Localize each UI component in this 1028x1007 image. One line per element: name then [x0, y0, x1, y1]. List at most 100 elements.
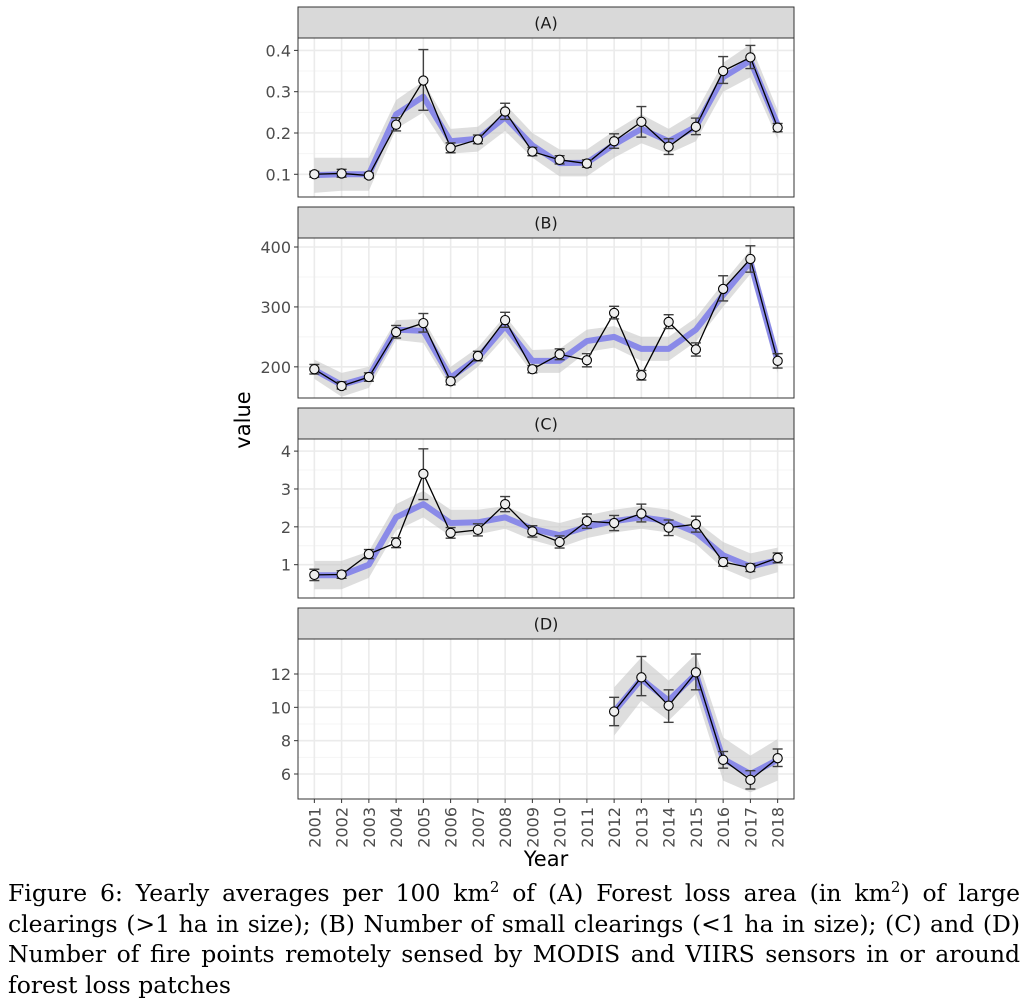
- data-point: [581, 355, 593, 366]
- data-point: [663, 141, 674, 152]
- x-tick-label: 2016: [714, 807, 733, 848]
- confidence-band: [314, 249, 778, 397]
- data-point: [745, 562, 756, 573]
- data-point: [527, 146, 538, 157]
- data-point: [636, 508, 647, 519]
- data-point: [745, 52, 756, 63]
- x-tick-label: 2011: [578, 807, 597, 848]
- data-point: [663, 700, 674, 711]
- data-point: [499, 106, 511, 117]
- x-tick-label: 2013: [632, 807, 651, 848]
- y-tick-label: 300: [260, 298, 291, 317]
- panel-border: [297, 237, 795, 399]
- confidence-band: [314, 44, 778, 193]
- data-point: [445, 142, 456, 154]
- faceted-line-chart: (A)0.10.20.30.4(B)200300400(C)1234(D)681…: [231, 6, 795, 871]
- data-point: [363, 371, 375, 383]
- x-tick-label: 2018: [769, 807, 788, 848]
- data-point: [690, 344, 702, 355]
- data-point: [636, 116, 647, 127]
- y-axis-label: value: [231, 391, 255, 448]
- facet-strip-label: (A): [534, 14, 557, 33]
- x-tick-label: 2015: [687, 807, 706, 848]
- data-line: [314, 257, 779, 387]
- data-point: [690, 667, 702, 678]
- data-point: [363, 170, 375, 181]
- data-point: [663, 316, 674, 328]
- panel-background: [298, 639, 794, 799]
- caption-text-2: of (A) Forest loss area (in km: [499, 879, 891, 907]
- y-tick-label: 1: [281, 556, 291, 575]
- facet-panel: (C) 1 2 3 4: [281, 407, 795, 599]
- data-point: [445, 527, 456, 539]
- data-point: [472, 134, 484, 145]
- data-point: [336, 380, 347, 392]
- x-tick-label: 2007: [469, 807, 488, 848]
- panel-border: [297, 638, 795, 800]
- data-point: [527, 364, 538, 375]
- confidence-band: [314, 490, 778, 590]
- data-point: [336, 168, 347, 179]
- x-axis: 2001 2002 2003 2004 2005 2006 2007 2008 2009 2010…: [305, 799, 788, 848]
- data-point: [554, 154, 565, 165]
- data-point: [717, 283, 729, 295]
- x-tick-label: 2006: [442, 807, 461, 848]
- chart-panels: (A)0.10.20.30.4(B)200300400(C)1234(D)681…: [260, 6, 795, 800]
- data-point: [717, 556, 729, 568]
- x-tick-label: 2008: [496, 807, 515, 848]
- x-tick-label: 2003: [360, 807, 379, 848]
- smooth-line: [314, 501, 779, 579]
- x-tick-label: 2009: [523, 807, 542, 848]
- facet-panel: (B) 200 300 400: [260, 206, 795, 399]
- facet-strip: [297, 206, 795, 239]
- data-point: [390, 326, 402, 338]
- data-point: [390, 537, 402, 548]
- data-point: [472, 524, 484, 536]
- x-tick-label: 2017: [741, 807, 760, 848]
- y-tick-label: 200: [260, 358, 291, 377]
- data-point: [499, 498, 511, 510]
- data-point: [745, 774, 756, 785]
- y-tick-label: 8: [281, 732, 291, 751]
- y-tick-label: 6: [281, 765, 291, 784]
- data-point: [499, 314, 511, 326]
- y-tick-label: 0.2: [266, 124, 291, 143]
- facet-strip: [297, 607, 795, 640]
- x-tick-label: 2004: [387, 807, 406, 848]
- facet-strip: [297, 6, 795, 39]
- data-point: [608, 517, 620, 529]
- data-point: [745, 253, 756, 265]
- data-point: [772, 753, 783, 764]
- data-point: [772, 552, 783, 564]
- x-tick-label: 2014: [660, 807, 679, 848]
- data-point: [608, 307, 620, 319]
- data-point: [418, 317, 429, 329]
- figure-caption: Figure 6: Yearly averages per 100 km2 of…: [8, 878, 1020, 1000]
- data-point: [690, 519, 702, 530]
- data-point: [527, 526, 538, 537]
- caption-superscript-2: 2: [890, 878, 901, 897]
- data-point: [581, 158, 593, 169]
- panel-background: [298, 439, 794, 598]
- x-tick-label: 2010: [551, 807, 570, 848]
- panel-border: [297, 37, 795, 198]
- data-point: [390, 119, 402, 130]
- y-tick-label: 0.3: [266, 83, 291, 102]
- data-point: [717, 754, 729, 765]
- y-tick-label: 12: [271, 665, 291, 684]
- data-point: [554, 349, 565, 360]
- data-point: [663, 522, 674, 533]
- data-point: [581, 516, 593, 527]
- data-point: [472, 350, 484, 362]
- facet-strip-label: (D): [534, 615, 559, 634]
- data-point: [309, 569, 320, 581]
- panel-background: [298, 38, 794, 197]
- data-point: [717, 65, 729, 77]
- data-point: [772, 355, 783, 366]
- data-point: [445, 376, 456, 387]
- data-point: [636, 370, 647, 381]
- facet-strip-label: (C): [534, 415, 558, 434]
- x-tick-label: 2002: [333, 807, 352, 848]
- data-point: [608, 136, 620, 147]
- x-tick-label: 2005: [414, 807, 433, 848]
